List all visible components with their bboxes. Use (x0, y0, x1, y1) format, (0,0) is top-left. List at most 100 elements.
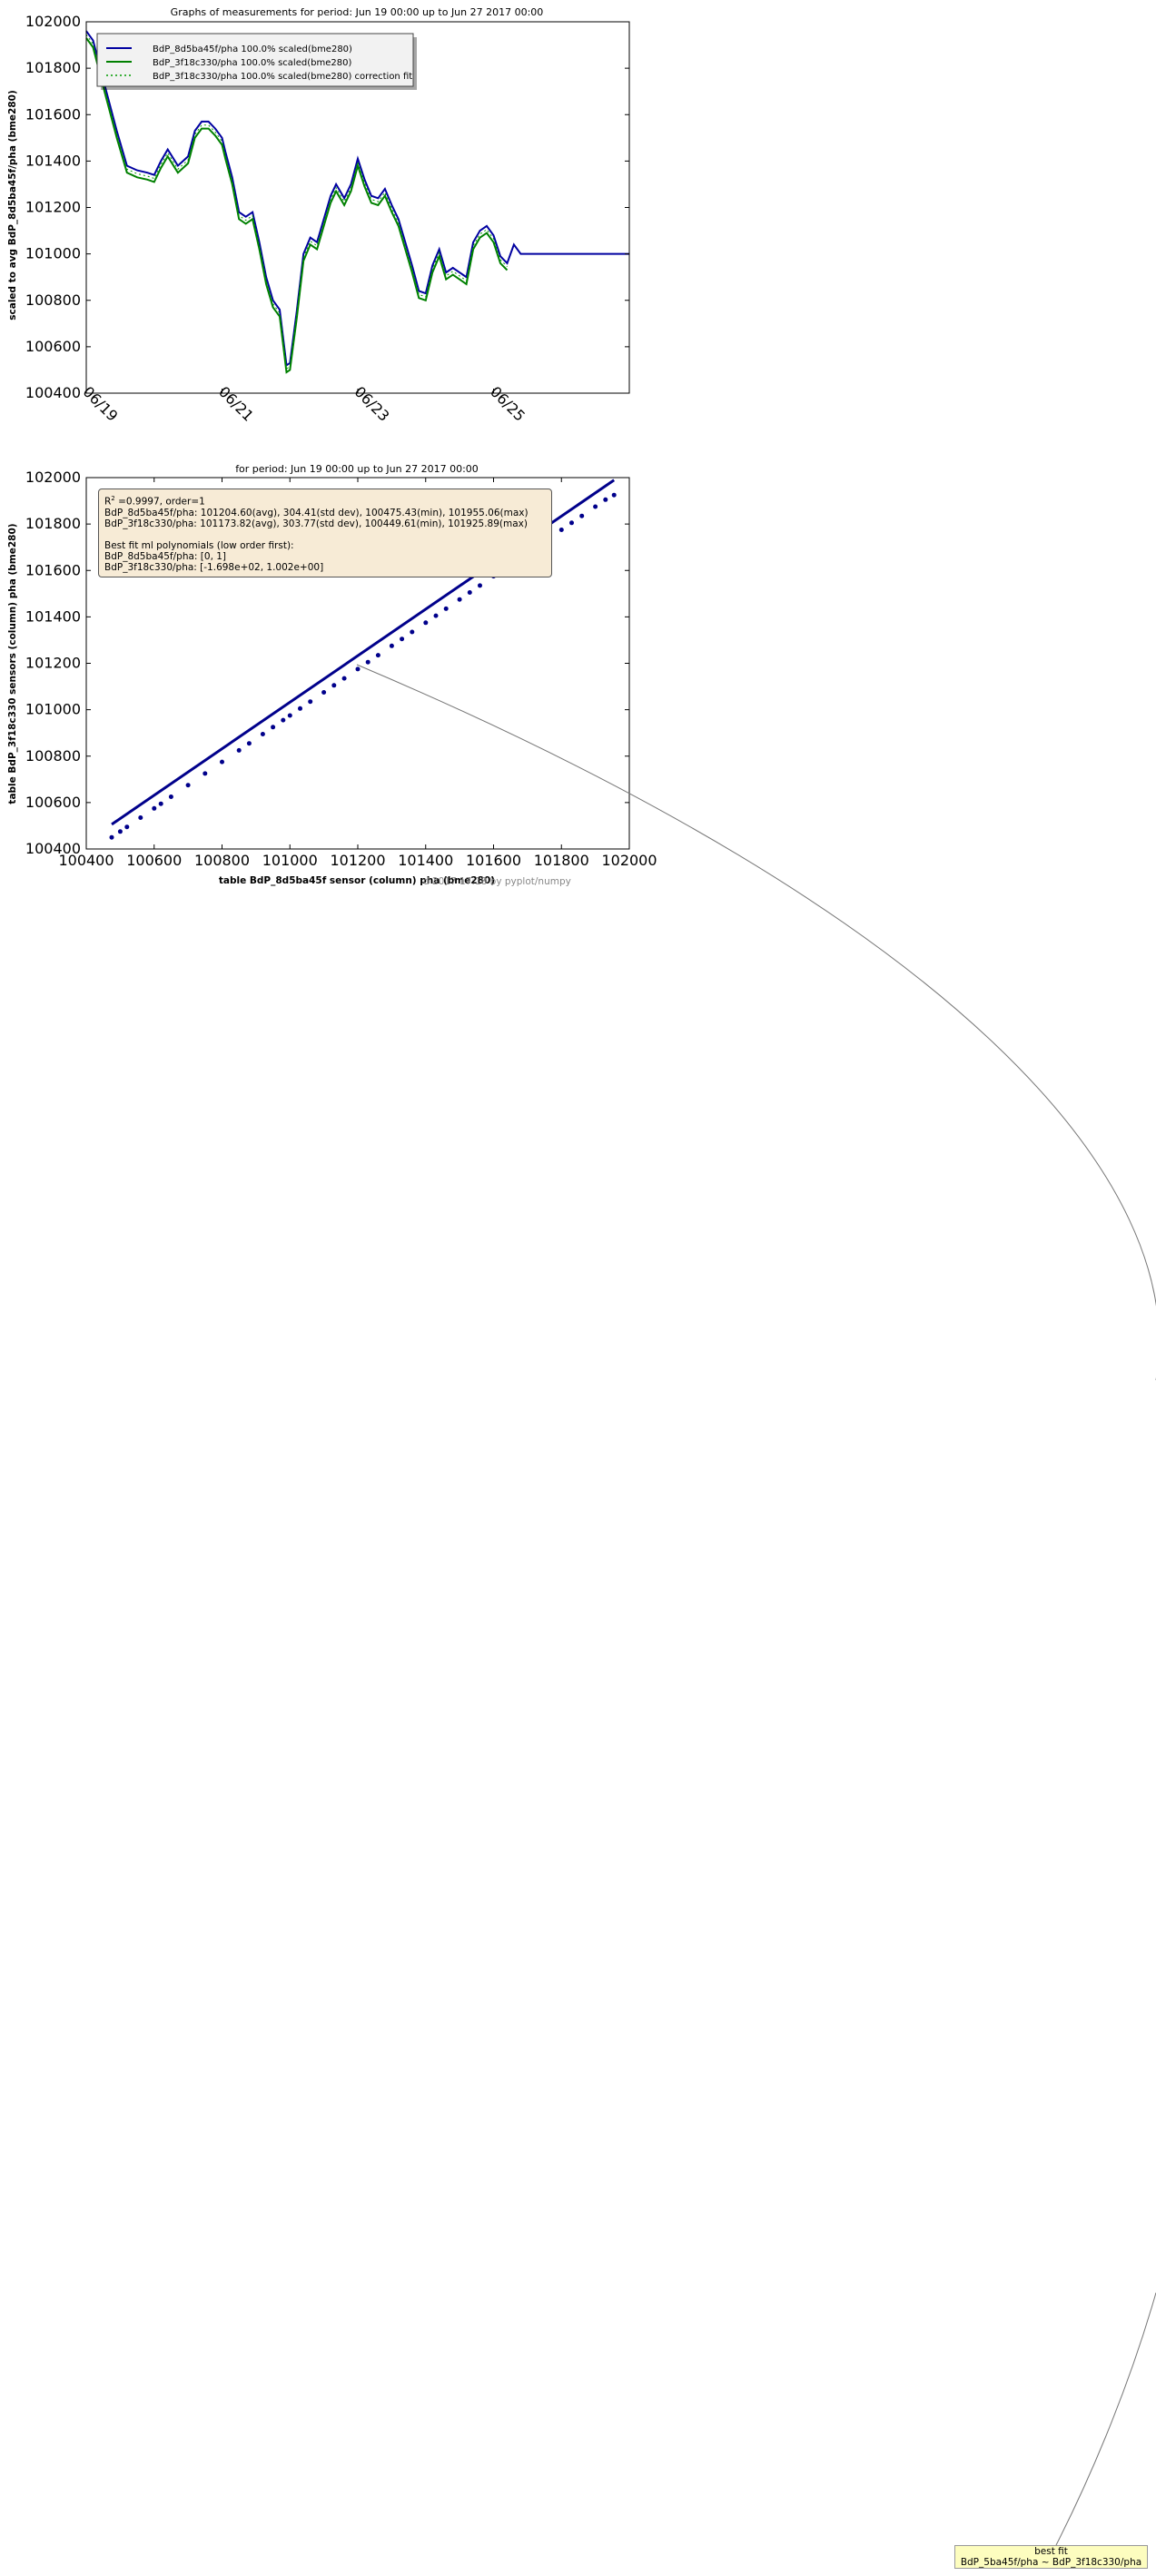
chart2-data-point (400, 637, 405, 642)
chart2-data-point (287, 713, 292, 718)
chart2-data-point (467, 590, 472, 595)
chart2-data-point (158, 801, 163, 806)
chart2-data-point (410, 629, 415, 635)
chart2-data-point (457, 597, 462, 602)
time-series-chart: Graphs of measurements for period: Jun 1… (7, 6, 630, 425)
polynomial-line-2: BdP_3f18c330/pha: [-1.698e+02, 1.002e+00… (104, 561, 324, 573)
r-squared-line: R2 =0.9997, order=1 (104, 495, 205, 508)
best-fit-tooltip: best fit BdP_5ba45f/pha ~ BdP_3f18c330/p… (954, 2545, 1148, 2569)
chart2-data-point (281, 717, 286, 723)
chart1-y-tick-label: 101800 (25, 59, 81, 76)
polynomial-line-1: BdP_8d5ba45f/pha: [0, 1] (104, 550, 227, 562)
chart2-data-point (152, 805, 157, 811)
chart2-y-axis-label: table BdP_3f18c330 sensors (column) pha … (7, 523, 18, 804)
chart1-y-ticks: 100400 100600 100800 101000 101200 101400 1016… (25, 13, 629, 401)
chart2-data-point (331, 683, 337, 688)
chart1-y-tick-label: 101200 (25, 199, 81, 216)
chart2-y-tick-label: 100600 (25, 794, 81, 811)
chart2-x-tick-label: 101800 (534, 852, 589, 869)
chart2-data-point (138, 815, 143, 820)
chart1-y-axis-label: scaled to avg BdP_8d5ba45f/pha (bme280) (7, 90, 18, 320)
chart2-data-point (603, 497, 608, 502)
chart1-x-tick-label: 06/19 (80, 383, 122, 425)
chart1-y-tick-label: 100800 (25, 291, 81, 309)
legend-box (96, 33, 414, 87)
chart1-y-tick-label: 100600 (25, 338, 81, 355)
chart2-x-ticks: 100400 100600 100800 101000 101200 101400 1016… (58, 478, 657, 869)
chart2-data-point (478, 583, 482, 588)
chart2-data-point (236, 747, 242, 753)
chart2-data-point (203, 771, 208, 776)
chart1-legend: BdP_8d5ba45f/pha 100.0% scaled(bme280) B… (96, 33, 417, 90)
chart1-y-tick-label: 102000 (25, 13, 81, 30)
chart2-data-point (298, 706, 302, 711)
legend-label-series-2: BdP_3f18c330/pha 100.0% scaled(bme280) (153, 58, 351, 68)
chart2-data-point (558, 528, 564, 532)
chart1-y-tick-label: 100400 (25, 384, 81, 401)
chart2-x-tick-label: 101000 (262, 852, 318, 869)
chart2-x-tick-label: 100400 (58, 852, 114, 869)
chart2-y-tick-label: 100400 (25, 840, 81, 857)
chart1-x-tick-label: 06/21 (215, 383, 257, 425)
chart2-x-axis-label: table BdP_8d5ba45f sensor (column) pha (… (219, 875, 495, 886)
chart1-series-layer (85, 30, 629, 374)
chart2-y-tick-label: 100800 (25, 747, 81, 765)
chart2-y-tick-label: 101600 (25, 561, 81, 578)
stats-line-sensor-1: BdP_8d5ba45f/pha: 101204.60(avg), 304.41… (104, 507, 529, 518)
chart1-correction-fit-line (85, 34, 508, 370)
chart2-data-point (308, 699, 313, 705)
chart2-data-point (168, 795, 173, 799)
chart2-data-point (423, 620, 429, 626)
polynomial-header: Best fit ml polynomials (low order first… (104, 539, 294, 551)
stats-line-sensor-2: BdP_3f18c330/pha: 101173.82(avg), 303.77… (104, 518, 528, 529)
chart2-data-point (433, 613, 439, 618)
chart2-data-point (124, 824, 130, 830)
chart2-data-point (611, 492, 617, 498)
chart2-y-tick-label: 101000 (25, 701, 81, 718)
chart2-x-tick-label: 100800 (194, 852, 250, 869)
chart2-y-tick-label: 101200 (25, 655, 81, 672)
chart1-x-tick-label: 06/23 (351, 383, 393, 425)
chart1-y-tick-label: 101600 (25, 105, 81, 123)
chart2-data-point (246, 741, 252, 746)
tooltip-leader-line (356, 664, 1156, 2546)
tooltip-formula: BdP_5ba45f/pha ~ BdP_3f18c330/pha (960, 2557, 1142, 2568)
chart2-data-point (109, 834, 114, 840)
chart2-x-tick-label: 101200 (330, 852, 385, 869)
chart2-data-point (365, 659, 371, 665)
chart2-data-point (569, 520, 574, 526)
chart2-x-tick-label: 101600 (466, 852, 521, 869)
chart1-series-1-line (85, 30, 629, 368)
chart1-title: Graphs of measurements for period: Jun 1… (171, 6, 544, 18)
chart2-y-ticks: 100400 100600 100800 101000 101200 101400 1016… (25, 469, 629, 857)
chart2-data-point (579, 513, 585, 518)
chart2-y-tick-label: 102000 (25, 469, 81, 486)
chart2-data-point (375, 653, 380, 658)
tooltip-title: best fit (1034, 2546, 1068, 2557)
chart2-data-point (260, 732, 265, 736)
chart2-data-point (220, 759, 224, 765)
chart1-x-tick-label: 06/25 (487, 383, 529, 425)
chart1-y-tick-label: 101000 (25, 245, 81, 262)
chart2-y-tick-label: 101800 (25, 515, 81, 532)
chart2-data-point (117, 829, 123, 834)
chart2-data-point (593, 504, 598, 509)
footer-credit: d 2017 17:18 by pyplot/numpy (423, 876, 571, 887)
chart2-data-point (355, 666, 361, 672)
chart2-x-tick-label: 100600 (126, 852, 182, 869)
chart2-data-point (341, 676, 347, 681)
chart1-x-ticks: 06/19 06/21 06/23 06/25 (80, 383, 529, 425)
fit-statistics-box: R2 =0.9997, order=1 BdP_8d5ba45f/pha: 10… (98, 489, 552, 577)
chart2-y-tick-label: 101400 (25, 607, 81, 625)
scatter-chart: for period: Jun 19 00:00 up to Jun 27 20… (7, 463, 657, 887)
chart2-data-point (443, 606, 449, 611)
chart1-y-tick-label: 101400 (25, 152, 81, 169)
chart2-data-point (389, 643, 394, 648)
chart1-series-2-line (85, 37, 509, 374)
legend-label-correction-fit: BdP_3f18c330/pha 100.0% scaled(bme280) c… (153, 72, 412, 82)
chart2-x-tick-label: 102000 (601, 852, 657, 869)
chart2-data-point (271, 725, 276, 730)
chart2-data-point (321, 690, 327, 695)
legend-label-series-1: BdP_8d5ba45f/pha 100.0% scaled(bme280) (153, 44, 352, 54)
